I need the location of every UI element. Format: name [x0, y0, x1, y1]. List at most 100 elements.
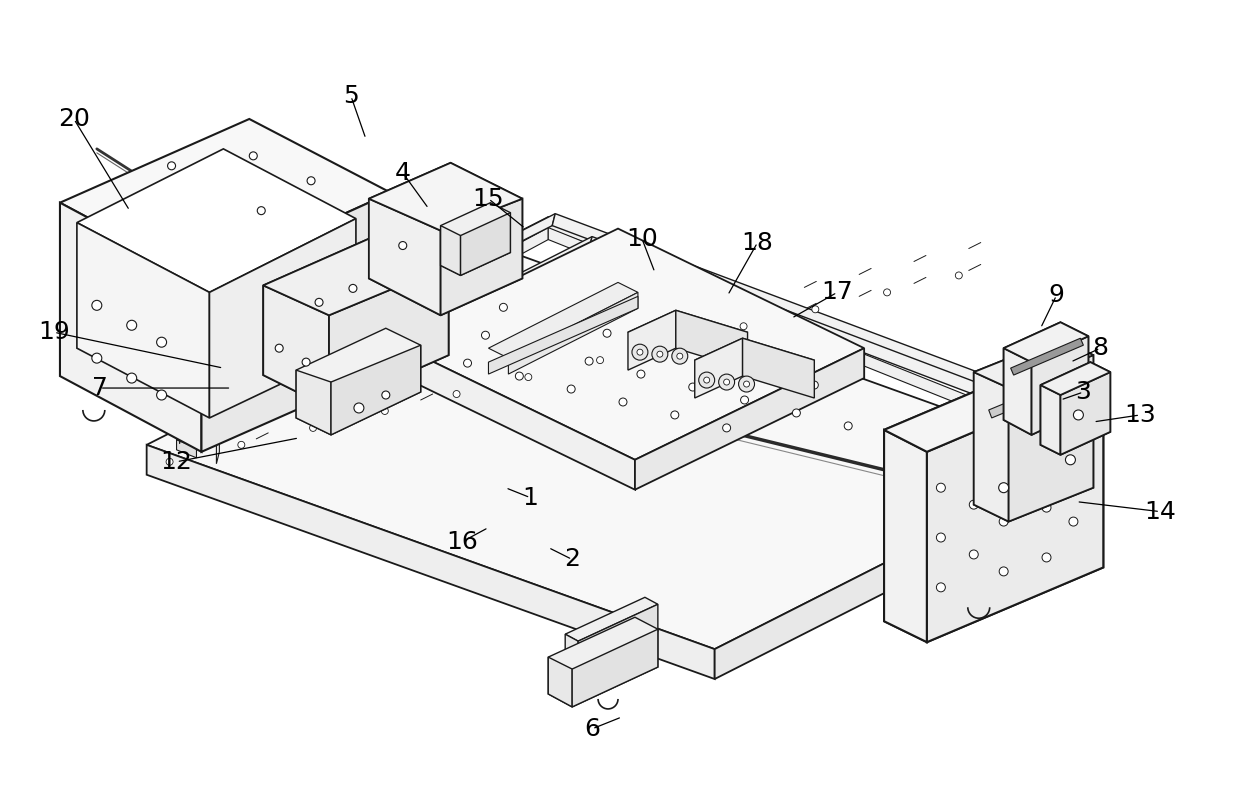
Polygon shape — [329, 265, 449, 408]
Polygon shape — [368, 199, 440, 316]
Polygon shape — [60, 119, 391, 278]
Text: 4: 4 — [394, 161, 410, 185]
Circle shape — [525, 374, 532, 380]
Circle shape — [126, 373, 136, 383]
Circle shape — [1074, 410, 1084, 420]
Polygon shape — [368, 163, 522, 231]
Polygon shape — [635, 348, 864, 490]
Text: 19: 19 — [38, 320, 69, 344]
Circle shape — [792, 409, 800, 417]
Polygon shape — [180, 213, 556, 416]
Circle shape — [655, 342, 663, 350]
Circle shape — [1042, 503, 1052, 512]
Circle shape — [275, 344, 283, 352]
Circle shape — [637, 370, 645, 378]
Circle shape — [672, 348, 688, 364]
Circle shape — [1065, 455, 1075, 465]
Circle shape — [707, 355, 714, 363]
Circle shape — [999, 567, 1008, 576]
Circle shape — [810, 381, 818, 389]
Polygon shape — [884, 430, 928, 642]
Polygon shape — [1060, 372, 1110, 455]
Circle shape — [1069, 517, 1078, 526]
Circle shape — [632, 344, 649, 360]
Polygon shape — [548, 618, 658, 707]
Polygon shape — [694, 338, 815, 382]
Circle shape — [310, 424, 316, 431]
Circle shape — [585, 357, 593, 365]
Polygon shape — [176, 440, 196, 458]
Circle shape — [92, 353, 102, 363]
Polygon shape — [973, 338, 1094, 388]
Polygon shape — [1040, 362, 1110, 455]
Polygon shape — [743, 338, 815, 398]
Polygon shape — [1003, 348, 1032, 435]
Polygon shape — [440, 203, 511, 276]
Circle shape — [812, 306, 818, 312]
Polygon shape — [589, 237, 1084, 435]
Text: 14: 14 — [1145, 499, 1176, 523]
Polygon shape — [988, 372, 1084, 418]
Polygon shape — [489, 296, 637, 374]
Circle shape — [844, 422, 852, 430]
Polygon shape — [973, 338, 1094, 522]
Circle shape — [671, 411, 678, 419]
Polygon shape — [60, 203, 201, 451]
Circle shape — [739, 376, 754, 392]
Polygon shape — [627, 310, 748, 354]
Polygon shape — [263, 233, 449, 408]
Polygon shape — [368, 163, 522, 316]
Text: 13: 13 — [1125, 403, 1156, 427]
Circle shape — [936, 533, 945, 542]
Polygon shape — [296, 328, 420, 435]
Text: 3: 3 — [1075, 380, 1091, 404]
Text: 18: 18 — [742, 231, 774, 255]
Circle shape — [668, 340, 676, 347]
Circle shape — [516, 372, 523, 380]
Text: 20: 20 — [58, 107, 89, 131]
Circle shape — [884, 289, 890, 296]
Circle shape — [657, 352, 663, 357]
Polygon shape — [884, 355, 1104, 451]
Polygon shape — [176, 228, 548, 440]
Circle shape — [936, 582, 945, 592]
Circle shape — [567, 385, 575, 393]
Circle shape — [500, 304, 507, 312]
Circle shape — [353, 403, 363, 413]
Polygon shape — [77, 149, 356, 292]
Polygon shape — [440, 225, 460, 276]
Circle shape — [399, 241, 407, 249]
Text: 12: 12 — [161, 450, 192, 474]
Text: 7: 7 — [92, 376, 108, 400]
Circle shape — [999, 517, 1008, 526]
Polygon shape — [552, 213, 1074, 420]
Circle shape — [759, 368, 766, 376]
Circle shape — [704, 377, 709, 383]
Polygon shape — [1003, 322, 1089, 435]
Circle shape — [126, 320, 136, 330]
Polygon shape — [331, 345, 420, 435]
Circle shape — [303, 358, 310, 366]
Circle shape — [481, 332, 490, 340]
Circle shape — [998, 483, 1008, 493]
Circle shape — [637, 349, 642, 355]
Circle shape — [936, 483, 945, 492]
Polygon shape — [389, 229, 864, 459]
Polygon shape — [884, 355, 1104, 642]
Polygon shape — [565, 634, 578, 667]
Polygon shape — [1003, 322, 1089, 362]
Circle shape — [430, 318, 438, 326]
Polygon shape — [263, 285, 329, 408]
Polygon shape — [210, 219, 356, 418]
Circle shape — [92, 300, 102, 310]
Circle shape — [464, 359, 471, 367]
Circle shape — [448, 290, 455, 298]
Polygon shape — [1008, 355, 1094, 522]
Circle shape — [724, 379, 729, 385]
Circle shape — [688, 383, 697, 391]
Polygon shape — [201, 193, 391, 451]
Circle shape — [596, 356, 604, 364]
Polygon shape — [460, 213, 511, 276]
Polygon shape — [548, 217, 1074, 428]
Circle shape — [677, 353, 683, 359]
